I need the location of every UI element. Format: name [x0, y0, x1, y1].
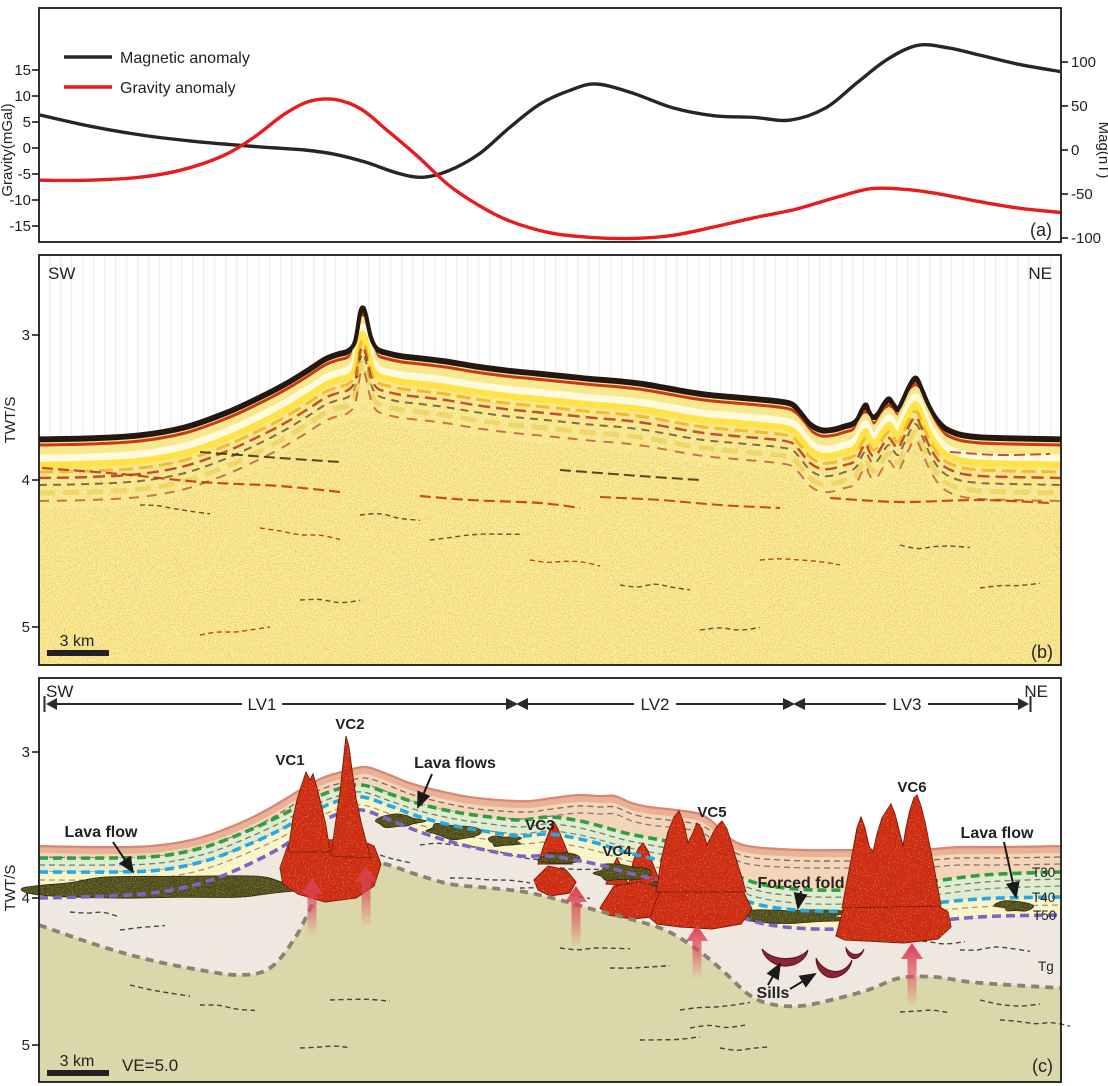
magma-arrow — [355, 866, 377, 928]
reflection-dashes-basement — [129, 947, 1071, 1052]
label-vc5: VC5 — [697, 804, 726, 821]
magma-arrow — [565, 886, 587, 948]
panel-a-frame — [38, 7, 1062, 243]
twt-ticks — [32, 334, 40, 628]
label-vc2: VC2 — [335, 716, 364, 733]
scalebar-b — [47, 650, 109, 656]
magma-pathway-arrows — [301, 866, 923, 1008]
scalebar-c — [47, 1070, 109, 1076]
label-t40: T40 — [1032, 890, 1055, 905]
sills — [761, 946, 865, 979]
panel-c-interpreted-section: LV1 LV2 LV3 SW NE VC1 VC2 VC3 VC4 VC5 VC… — [2, 677, 1071, 1083]
magma-arrow — [901, 943, 923, 1008]
ve-label: VE=5.0 — [122, 1056, 178, 1075]
label-vc4: VC4 — [602, 843, 632, 860]
axis-mag-ticklabels: 100 50 0 -50 -100 — [1071, 54, 1101, 247]
tick-label: 100 — [1071, 54, 1096, 71]
corner-label-ne: NE — [1024, 682, 1048, 701]
tick-label: 0 — [23, 140, 31, 157]
horizon-tg-line — [38, 859, 1062, 1009]
panel-c-frame — [38, 677, 1062, 1083]
sills-arrow-left — [766, 962, 781, 986]
scalebar-label-c: 3 km — [60, 1053, 95, 1070]
label-t30: T30 — [1032, 865, 1055, 880]
tick-label: -100 — [1071, 230, 1101, 247]
label-lava-flows: Lava flows — [414, 755, 496, 772]
gravity-anomaly-curve — [40, 97, 1060, 241]
tick-label: -10 — [9, 192, 31, 209]
panel-c-label: (c) — [1032, 1056, 1053, 1076]
tick-label: -5 — [18, 166, 31, 183]
axis-title-mag: Mag(nT) — [1095, 122, 1108, 179]
deep-reflection-dashes — [139, 504, 1041, 636]
lava-flows-arrow — [417, 773, 433, 809]
legend-label-magnetic: Magnetic anomaly — [120, 50, 250, 67]
tick-label: 5 — [22, 619, 30, 636]
span-label-lv2: LV2 — [641, 695, 670, 714]
volcano-labels: VC1 VC2 VC3 VC4 VC5 VC6 — [275, 716, 926, 860]
corner-label-ne: NE — [1028, 264, 1052, 283]
tick-label: 10 — [14, 88, 31, 105]
label-sills: Sills — [757, 985, 790, 1002]
tick-label: -15 — [9, 218, 31, 235]
tick-label: 0 — [1071, 142, 1079, 159]
tick-label: 4 — [22, 890, 30, 907]
leader-arrows — [112, 773, 1020, 990]
axis-mag — [1061, 61, 1068, 239]
twt-ticks-c — [32, 751, 40, 1046]
span-label-lv3: LV3 — [893, 695, 922, 714]
label-forced-fold: Forced fold — [757, 875, 844, 892]
lava-flow-left-arrow — [112, 841, 135, 874]
axis-title-twt-c: TWT/S — [2, 865, 19, 912]
magma-arrow — [686, 925, 708, 980]
tick-label: 3 — [22, 744, 30, 761]
tick-label: 50 — [1071, 98, 1088, 115]
sill-shape — [815, 957, 853, 979]
label-vc1: VC1 — [275, 752, 304, 769]
panel-b-frame — [38, 254, 1062, 666]
sill-shape — [845, 946, 865, 959]
label-tg: Tg — [1038, 959, 1054, 974]
panel-a: Magnetic anomaly Gravity anomaly 15 10 5… — [0, 7, 1108, 247]
lv-span-ruler — [43, 696, 1032, 712]
tick-label: 5 — [23, 114, 31, 131]
axis-gravity-ticklabels: 15 10 5 0 -5 -10 -15 — [9, 62, 31, 235]
lava-flow-right-arrow — [1003, 841, 1020, 899]
legend: Magnetic anomaly Gravity anomaly — [64, 50, 250, 97]
axis-title-gravity: Gravity(mGal) — [0, 103, 16, 196]
tick-label: 15 — [14, 62, 31, 79]
label-t50: T50 — [1033, 908, 1056, 923]
panel-b-seismic-section: SW NE 3 4 5 TWT/S 3 km (b) — [2, 254, 1062, 666]
lv-span-arrowheads — [46, 698, 1029, 710]
label-vc6: VC6 — [897, 779, 926, 796]
panel-b-label: (b) — [1031, 642, 1053, 662]
axis-gravity — [32, 69, 39, 227]
sill-shape — [761, 948, 809, 967]
label-lava-flow-left: Lava flow — [65, 824, 138, 841]
corner-label-sw: SW — [46, 682, 73, 701]
label-lava-flow-right: Lava flow — [961, 825, 1034, 842]
sub-horizon-reflectors — [41, 451, 1051, 510]
tick-label: 5 — [22, 1037, 30, 1054]
tick-label: 3 — [22, 327, 30, 344]
horizon-labels: T30 T40 T50 Tg — [1032, 865, 1056, 974]
magnetic-anomaly-curve — [40, 42, 1060, 180]
tick-label: -50 — [1071, 186, 1093, 203]
panel-a-label: (a) — [1030, 220, 1052, 240]
legend-label-gravity: Gravity anomaly — [120, 80, 236, 97]
forced-fold-arrow — [793, 890, 808, 910]
magma-arrow — [301, 878, 323, 937]
tick-label: 4 — [22, 472, 30, 489]
corner-label-sw: SW — [48, 264, 75, 283]
sills-arrow-right — [789, 972, 817, 990]
label-vc3: VC3 — [525, 817, 554, 834]
axis-title-twt-b: TWT/S — [2, 397, 19, 444]
span-label-lv1: LV1 — [248, 695, 277, 714]
scalebar-label-b: 3 km — [60, 633, 95, 650]
